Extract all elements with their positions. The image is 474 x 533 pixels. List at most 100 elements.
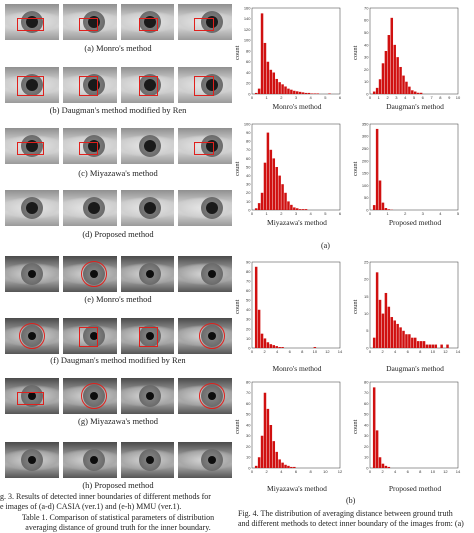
y-tick-label: 60	[246, 156, 251, 161]
histogram-bar	[261, 436, 263, 468]
detected-boundary-circle	[81, 261, 107, 287]
row-caption: (h) Proposed method	[0, 480, 236, 490]
y-tick-label: 60	[364, 401, 369, 406]
histogram-bar	[296, 208, 298, 210]
y-tick-label: 15	[364, 294, 369, 299]
y-tick-label: 60	[246, 401, 251, 406]
histogram-bar	[314, 347, 316, 348]
histogram-bar	[267, 409, 269, 468]
x-tick-label: 2	[381, 349, 384, 354]
histogram-bar	[264, 163, 266, 210]
x-tick-label: 6	[289, 349, 292, 354]
histogram-bar	[440, 345, 442, 348]
eye-image	[5, 442, 59, 478]
detected-boundary-box	[17, 76, 44, 97]
histogram-bar	[420, 93, 422, 94]
x-tick-label: 2	[280, 211, 283, 216]
eye-image	[5, 318, 59, 354]
eye-image	[5, 256, 59, 292]
histogram-bar	[258, 310, 260, 348]
x-tick-label: 4	[310, 95, 313, 100]
x-tick-label: 5	[413, 95, 416, 100]
histogram-bar	[270, 344, 272, 348]
eye-pupil	[144, 202, 156, 214]
x-tick-label: 1	[266, 95, 269, 100]
histogram-bar	[391, 18, 393, 94]
x-tick-label: 3	[295, 211, 298, 216]
eye-image	[121, 442, 175, 478]
eye-iris	[83, 449, 105, 471]
figure-4-caption: Fig. 4. The distribution of averaging di…	[238, 509, 474, 529]
histogram-bar	[255, 466, 257, 468]
histogram-bar	[281, 84, 283, 94]
eye-detection-figure: (a) Monro's method(b) Daugman's method m…	[0, 0, 236, 531]
eye-pupil	[208, 270, 216, 278]
x-tick-label: 6	[295, 469, 298, 474]
histogram-title: Monro's method	[252, 364, 342, 373]
x-tick-label: 1	[266, 211, 269, 216]
x-tick-label: 1	[386, 211, 389, 216]
x-tick-label: 9	[448, 95, 451, 100]
eye-image	[178, 128, 232, 164]
x-tick-label: 3	[295, 95, 298, 100]
histogram-title: Proposed method	[370, 484, 460, 493]
y-tick-label: 80	[246, 48, 251, 53]
x-tick-label: 3	[422, 211, 425, 216]
histogram-bar	[281, 463, 283, 468]
histogram-bar	[296, 91, 298, 94]
detected-boundary-box	[194, 18, 213, 32]
eye-pupil	[28, 270, 36, 278]
histogram-bar	[275, 79, 277, 94]
x-tick-label: 10	[323, 469, 328, 474]
y-tick-label: 100	[244, 38, 251, 43]
y-tick-label: 50	[246, 412, 251, 417]
histogram-bar	[255, 267, 257, 348]
x-tick-label: 2	[263, 349, 266, 354]
x-tick-label: 4	[394, 469, 397, 474]
eye-image	[5, 190, 59, 226]
y-tick-label: 50	[246, 298, 251, 303]
y-tick-label: 60	[246, 288, 251, 293]
y-tick-label: 30	[246, 182, 251, 187]
histogram-bar	[267, 62, 269, 94]
y-tick-label: 10	[364, 79, 369, 84]
x-tick-label: 2	[404, 211, 407, 216]
histogram-bar	[376, 129, 378, 210]
eye-iris	[21, 263, 43, 285]
detected-boundary-circle	[199, 323, 225, 349]
histogram-bar	[305, 209, 307, 210]
eye-image	[5, 128, 59, 164]
x-tick-label: 0	[369, 95, 372, 100]
eye-pupil	[146, 270, 154, 278]
histogram-bar	[435, 345, 437, 348]
histogram-bar	[396, 57, 398, 94]
histogram-bar	[278, 176, 280, 210]
histogram-bar	[275, 346, 277, 348]
y-axis-label: count	[352, 46, 359, 60]
histogram-bar	[278, 459, 280, 468]
row-caption: (e) Monro's method	[0, 294, 236, 304]
histogram-bar	[302, 209, 304, 210]
histogram-bar	[391, 317, 393, 348]
y-tick-label: 70	[364, 390, 369, 395]
y-tick-label: 80	[246, 379, 251, 384]
eye-image-row	[5, 190, 232, 226]
eye-image	[63, 378, 117, 414]
y-tick-label: 120	[244, 27, 251, 32]
histogram-bar	[414, 92, 416, 94]
histogram-bar	[255, 208, 257, 210]
histogram-bar	[264, 393, 266, 468]
eye-image	[5, 4, 59, 40]
histogram-bar	[388, 35, 390, 94]
eye-pupil	[28, 456, 36, 464]
y-axis-label: count	[234, 162, 241, 176]
subfigure-b-label: (b)	[346, 496, 355, 505]
plot-frame	[252, 262, 340, 348]
x-tick-label: 8	[310, 469, 313, 474]
eye-pupil	[208, 456, 216, 464]
histogram-bar	[411, 338, 413, 348]
